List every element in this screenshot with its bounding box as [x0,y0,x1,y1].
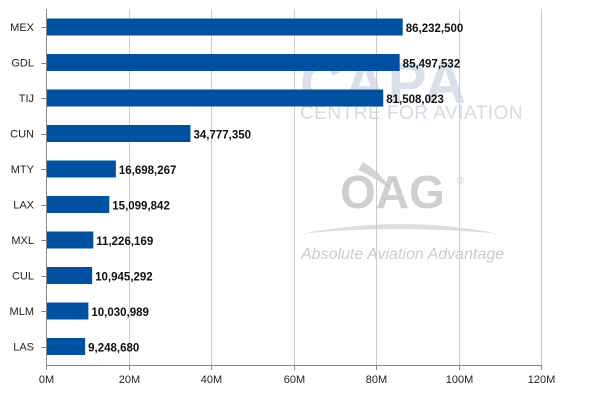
oag-swoosh-icon [358,162,392,190]
bars [47,18,403,355]
data-label: 10,945,292 [95,272,153,284]
category-label: MTY [11,164,35,176]
bar [47,196,110,213]
category-label: CUN [10,129,34,141]
category-label: GDL [11,58,34,70]
category-label: TIJ [19,93,34,105]
oag-logo: OAG ® Absolute Aviation Advantage [300,162,504,263]
x-tick-label: 120M [528,374,556,386]
x-tick-label: 20M [119,374,140,386]
x-tick-label: 60M [284,374,305,386]
data-label: 10,030,989 [91,307,149,319]
category-label: MEX [10,22,35,34]
watermarks: CAPA CENTRE FOR AVIATION OAG ® Absolute … [300,51,523,263]
bar [47,338,86,355]
data-label: 81,508,023 [386,94,444,106]
data-label: 85,497,532 [403,59,461,71]
category-label: LAX [13,200,34,212]
category-label: MLM [10,306,34,318]
bar [47,302,89,320]
data-label: 34,777,350 [193,130,251,142]
bar [47,231,94,249]
data-label: 11,226,169 [96,236,153,248]
data-label: 86,232,500 [406,23,464,35]
data-label: 15,099,842 [112,201,170,213]
x-tick-label: 80M [366,374,387,386]
category-label: LAS [13,342,34,354]
oag-tagline: Absolute Aviation Advantage [300,246,504,263]
bar [47,89,384,107]
bar [47,125,191,142]
oag-divider-shape [300,224,500,234]
x-tick-label: 100M [446,374,474,386]
axes [41,9,542,370]
bar [47,267,93,284]
category-label: CUL [12,271,34,283]
capa-subtitle: CENTRE FOR AVIATION [300,103,523,124]
bar [47,18,403,36]
data-label: 9,248,680 [88,343,139,355]
bar [47,160,116,178]
x-tick-label: 40M [201,374,222,386]
data-label: 16,698,267 [119,165,177,177]
bar [47,54,400,71]
labels: 0M 20M 40M 60M 80M 100M 120M MEX 86,232,500 GDL 85… [10,22,556,386]
x-tick-label: 0M [39,374,54,386]
category-label: MXL [11,235,34,247]
oag-registered-mark: ® [457,176,465,187]
oag-logo-text: OAG [340,166,445,218]
